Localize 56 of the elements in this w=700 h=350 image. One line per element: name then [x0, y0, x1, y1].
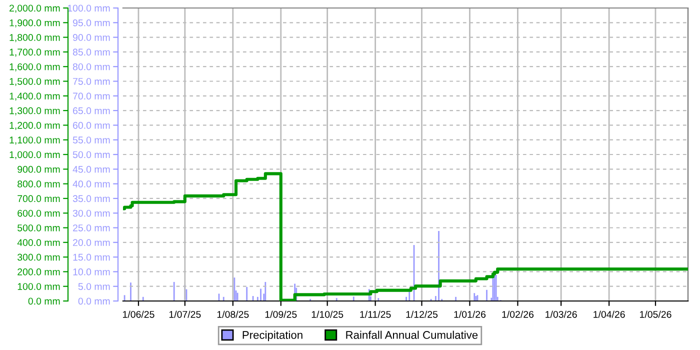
y2-tick-label: 60.0 mm: [73, 122, 110, 129]
y-tick-label: 1,700.0 mm: [10, 48, 60, 57]
legend-label: Precipitation: [242, 330, 302, 342]
y-tick-label: 500.0 mm: [18, 224, 60, 232]
x-tick-label: 1/11/25: [360, 310, 391, 318]
y-tick-label: 800.0 mm: [18, 180, 60, 188]
x-tick-label: 1/07/25: [169, 310, 201, 318]
y-tick-label: 300.0 mm: [18, 254, 60, 261]
y2-tick-label: 50.0 mm: [72, 151, 110, 158]
y-tick-label: 100.0 mm: [18, 283, 60, 290]
y2-tick-label: 5.0 mm: [78, 283, 110, 290]
y-tick-label: 1,900.0 mm: [10, 19, 60, 28]
y2-tick-label: 75.0 mm: [73, 78, 110, 85]
y2-tick-label: 70.0 mm: [73, 92, 110, 100]
x-tick-label: 1/10/25: [312, 310, 344, 318]
y2-tick-label: 65.0 mm: [73, 107, 110, 114]
y-tick-label: 0.0 mm: [28, 298, 60, 305]
x-tick-label: 1/12/25: [406, 310, 438, 318]
y-tick-label: 1,600.0 mm: [10, 63, 60, 72]
y-tick-label: 1,300.0 mm: [10, 107, 60, 116]
x-tick-label: 1/05/26: [640, 310, 672, 318]
y-tick-label: 1,800.0 mm: [10, 34, 60, 42]
y-tick-label: 400.0 mm: [17, 239, 60, 246]
y2-tick-label: 30.0 mm: [72, 210, 110, 217]
x-tick-label: 1/02/26: [502, 310, 534, 318]
y2-tick-label: 0.0 mm: [78, 298, 110, 305]
y2-tick-label: 80.0 mm: [72, 63, 110, 70]
x-tick-label: 1/08/25: [217, 310, 249, 318]
y-tick-label: 2,000.0 mm: [10, 4, 60, 13]
y-tick-label: 1,100.0 mm: [10, 136, 60, 145]
x-tick-label: 1/06/25: [123, 310, 154, 318]
x-tick-label: 1/04/26: [594, 310, 625, 318]
y-tick-label: 1,000.0 mm: [10, 151, 60, 160]
y2-tick-label: 40.0 mm: [72, 180, 110, 188]
y2-tick-label: 25.0 mm: [73, 224, 110, 232]
x-tick-label: 1/01/26: [454, 310, 486, 318]
y2-tick-label: 90.0 mm: [73, 34, 110, 41]
y2-tick-label: 10.0 mm: [73, 268, 110, 276]
y2-tick-label: 55.0 mm: [72, 136, 110, 144]
y2-tick-label: 20.0 mm: [73, 239, 110, 246]
y-tick-label: 200.0 mm: [18, 268, 60, 276]
y-tick-label: 1,200.0 mm: [10, 122, 60, 130]
y2-tick-label: 35.0 mm: [72, 195, 110, 202]
y2-tick-label: 100.0 mm: [68, 4, 110, 12]
y-tick-label: 1,500.0 mm: [10, 78, 60, 86]
y2-tick-label: 95.0 mm: [73, 19, 110, 26]
y2-tick-label: 85.0 mm: [72, 48, 110, 56]
y-tick-label: 600.0 mm: [18, 210, 60, 217]
x-tick-label: 1/03/26: [546, 310, 577, 318]
y-tick-label: 700.0 mm: [18, 195, 60, 202]
y-tick-label: 900.0 mm: [18, 166, 60, 173]
y2-tick-label: 45.0 mm: [72, 166, 110, 173]
y-tick-label: 1,400.0 mm: [10, 92, 60, 101]
y2-tick-label: 15.0 mm: [73, 254, 110, 261]
legend-label: Rainfall Annual Cumulative: [346, 330, 478, 339]
x-tick-label: 1/09/25: [265, 310, 297, 318]
